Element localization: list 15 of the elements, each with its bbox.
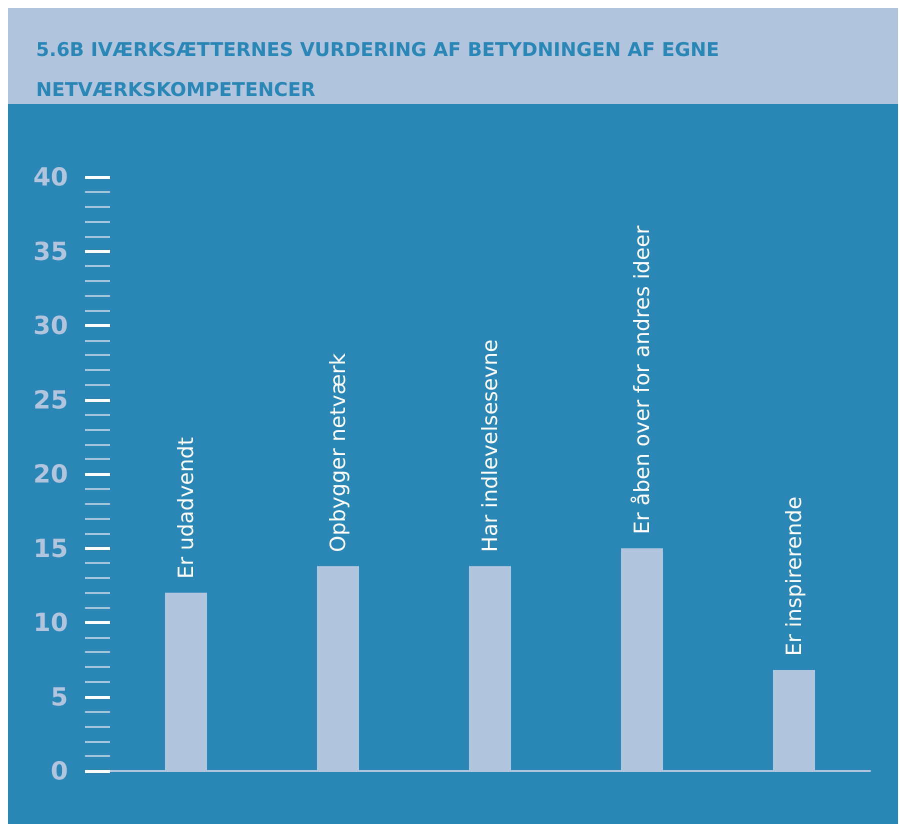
x-tick-label: Er inspirerende [782, 496, 806, 656]
y-tick-label: 40 [33, 162, 68, 192]
x-tick-label: Har indlevelsesevne [478, 339, 502, 552]
y-tick-label: 0 [50, 756, 68, 786]
y-tick-label: 30 [33, 311, 68, 340]
y-tick-label: 10 [33, 608, 68, 637]
x-tick-label: Er åben over for andres ideer [630, 225, 654, 534]
x-tick-label: Er udadvendt [174, 437, 198, 579]
y-tick-label: 25 [33, 385, 68, 414]
y-tick-label: 15 [33, 534, 68, 563]
chart-title: 5.6B IVÆRKSÆTTERNES VURDERING AF BETYDNINGEN AF EGNE NETVÆRKSKOMPETENCER [8, 8, 898, 104]
y-tick-label: 20 [33, 460, 68, 488]
y-tick-label: 35 [33, 236, 68, 266]
y-tick-label: 5 [50, 682, 68, 712]
x-tick-label: Opbygger netværk [326, 352, 350, 552]
